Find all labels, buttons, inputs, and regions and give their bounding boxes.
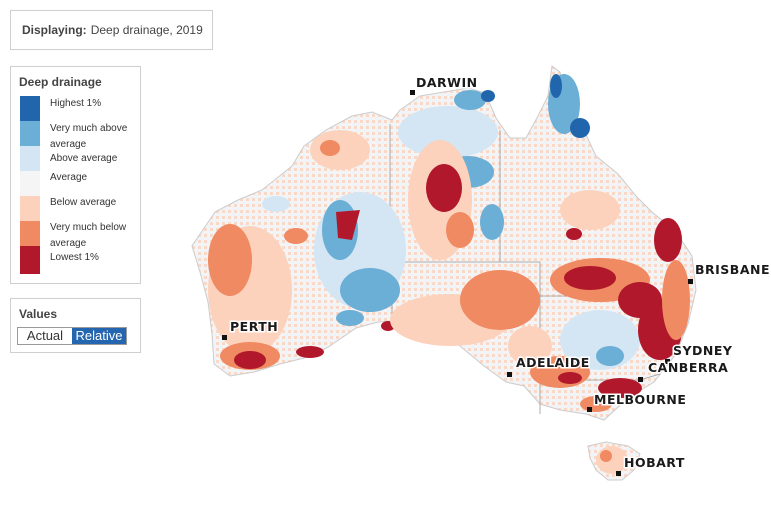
city-label-perth: PERTH (230, 319, 278, 334)
legend-label-very-much-above: Very much above average (50, 123, 128, 150)
legend-swatch-very-much-below (20, 221, 40, 246)
legend-swatch-above (20, 146, 40, 171)
legend-label-lowest: Lowest 1% (50, 252, 99, 263)
legend-label-above: Above average (50, 153, 118, 164)
values-panel: Values Actual Relative (10, 298, 141, 353)
actual-toggle-button[interactable]: Actual (18, 328, 72, 344)
city-melbourne: MELBOURNE (587, 391, 687, 412)
relative-toggle-button[interactable]: Relative (72, 328, 126, 344)
displaying-label: Displaying: (22, 23, 87, 37)
city-label-sydney: SYDNEY (673, 343, 733, 358)
city-label-hobart: HOBART (624, 455, 685, 470)
city-darwin: DARWIN (410, 74, 479, 95)
legend-swatch-highest (20, 96, 40, 121)
legend-swatch-average (20, 171, 40, 196)
legend-label-average: Average (50, 172, 88, 183)
legend-label-below: Below average (50, 197, 117, 208)
legend-title: Deep drainage (19, 75, 102, 89)
australia-map[interactable]: DARWIN BRISBANE PERTH SYDNEY CANBERRA AD… (180, 55, 771, 495)
displaying-value: Deep drainage, 2019 (90, 23, 203, 37)
legend-swatch-very-much-above (20, 121, 40, 146)
values-toggle: Actual Relative (17, 327, 127, 345)
legend-swatch-lowest (20, 246, 40, 274)
city-label-adelaide: ADELAIDE (516, 355, 590, 370)
city-label-canberra: CANBERRA (648, 360, 728, 375)
city-label-brisbane: BRISBANE (695, 262, 770, 277)
map-area[interactable]: DARWIN BRISBANE PERTH SYDNEY CANBERRA AD… (180, 55, 771, 495)
displaying-panel: Displaying: Deep drainage, 2019 (10, 10, 213, 50)
city-sydney: SYDNEY (665, 342, 734, 364)
values-title: Values (19, 307, 58, 321)
city-hobart: HOBART (616, 454, 686, 476)
legend-panel: Deep drainage Highest 1% Very much above… (10, 66, 141, 284)
city-canberra: CANBERRA (638, 359, 729, 382)
city-label-darwin: DARWIN (416, 75, 478, 90)
legend-label-very-much-below: Very much below average (50, 222, 127, 249)
city-perth: PERTH (222, 318, 279, 340)
legend-swatch-below (20, 196, 40, 221)
city-brisbane: BRISBANE (688, 261, 771, 284)
city-adelaide: ADELAIDE (507, 354, 591, 377)
legend-label-highest: Highest 1% (50, 98, 102, 109)
city-label-melbourne: MELBOURNE (594, 392, 686, 407)
